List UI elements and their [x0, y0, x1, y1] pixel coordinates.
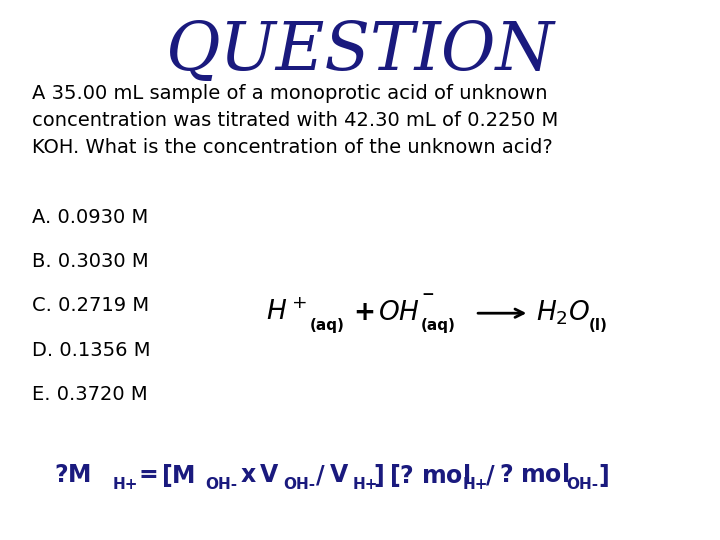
Text: OH-: OH- [567, 477, 599, 492]
Text: +: + [353, 300, 375, 326]
Text: (aq): (aq) [310, 318, 344, 333]
Text: QUESTION: QUESTION [166, 19, 554, 84]
Text: H+: H+ [353, 477, 378, 492]
Text: =: = [139, 463, 158, 487]
Text: H+: H+ [113, 477, 138, 492]
Text: $\mathbf{V}$: $\mathbf{V}$ [329, 463, 349, 487]
Text: $\mathbf{?M}$: $\mathbf{?M}$ [54, 463, 91, 487]
Text: $\mathbf{V}$: $\mathbf{V}$ [259, 463, 279, 487]
Text: A 35.00 mL sample of a monoprotic acid of unknown
concentration was titrated wit: A 35.00 mL sample of a monoprotic acid o… [32, 84, 559, 157]
Text: −: − [421, 287, 434, 302]
Text: B. 0.3030 M: B. 0.3030 M [32, 252, 149, 271]
Text: (l): (l) [589, 318, 608, 333]
Text: H+: H+ [463, 477, 488, 492]
Text: $\mathbf{]}$: $\mathbf{]}$ [373, 462, 384, 489]
Text: A. 0.0930 M: A. 0.0930 M [32, 208, 148, 227]
Text: $\mathit{H}_2\mathit{O}$: $\mathit{H}_2\mathit{O}$ [536, 299, 590, 327]
Text: $\mathbf{]}$: $\mathbf{]}$ [598, 462, 608, 489]
Text: $\mathit{H}^+$: $\mathit{H}^+$ [266, 300, 307, 326]
Text: $\mathbf{x}$: $\mathbf{x}$ [240, 463, 256, 487]
Text: $\mathbf{/}$: $\mathbf{/}$ [315, 463, 325, 487]
Text: OH-: OH- [283, 477, 315, 492]
Text: C. 0.2719 M: C. 0.2719 M [32, 296, 150, 315]
Text: E. 0.3720 M: E. 0.3720 M [32, 385, 148, 404]
Text: $\mathbf{? \ mol}$: $\mathbf{? \ mol}$ [499, 463, 570, 487]
Text: $\mathit{OH}$: $\mathit{OH}$ [378, 300, 420, 326]
Text: OH-: OH- [205, 477, 238, 492]
Text: $\mathbf{[? \ mol}$: $\mathbf{[? \ mol}$ [389, 462, 470, 489]
Text: $\mathbf{/}$: $\mathbf{/}$ [485, 463, 495, 487]
Text: D. 0.1356 M: D. 0.1356 M [32, 341, 151, 360]
Text: (aq): (aq) [421, 318, 456, 333]
Text: $\mathbf{[M}$: $\mathbf{[M}$ [161, 462, 194, 489]
